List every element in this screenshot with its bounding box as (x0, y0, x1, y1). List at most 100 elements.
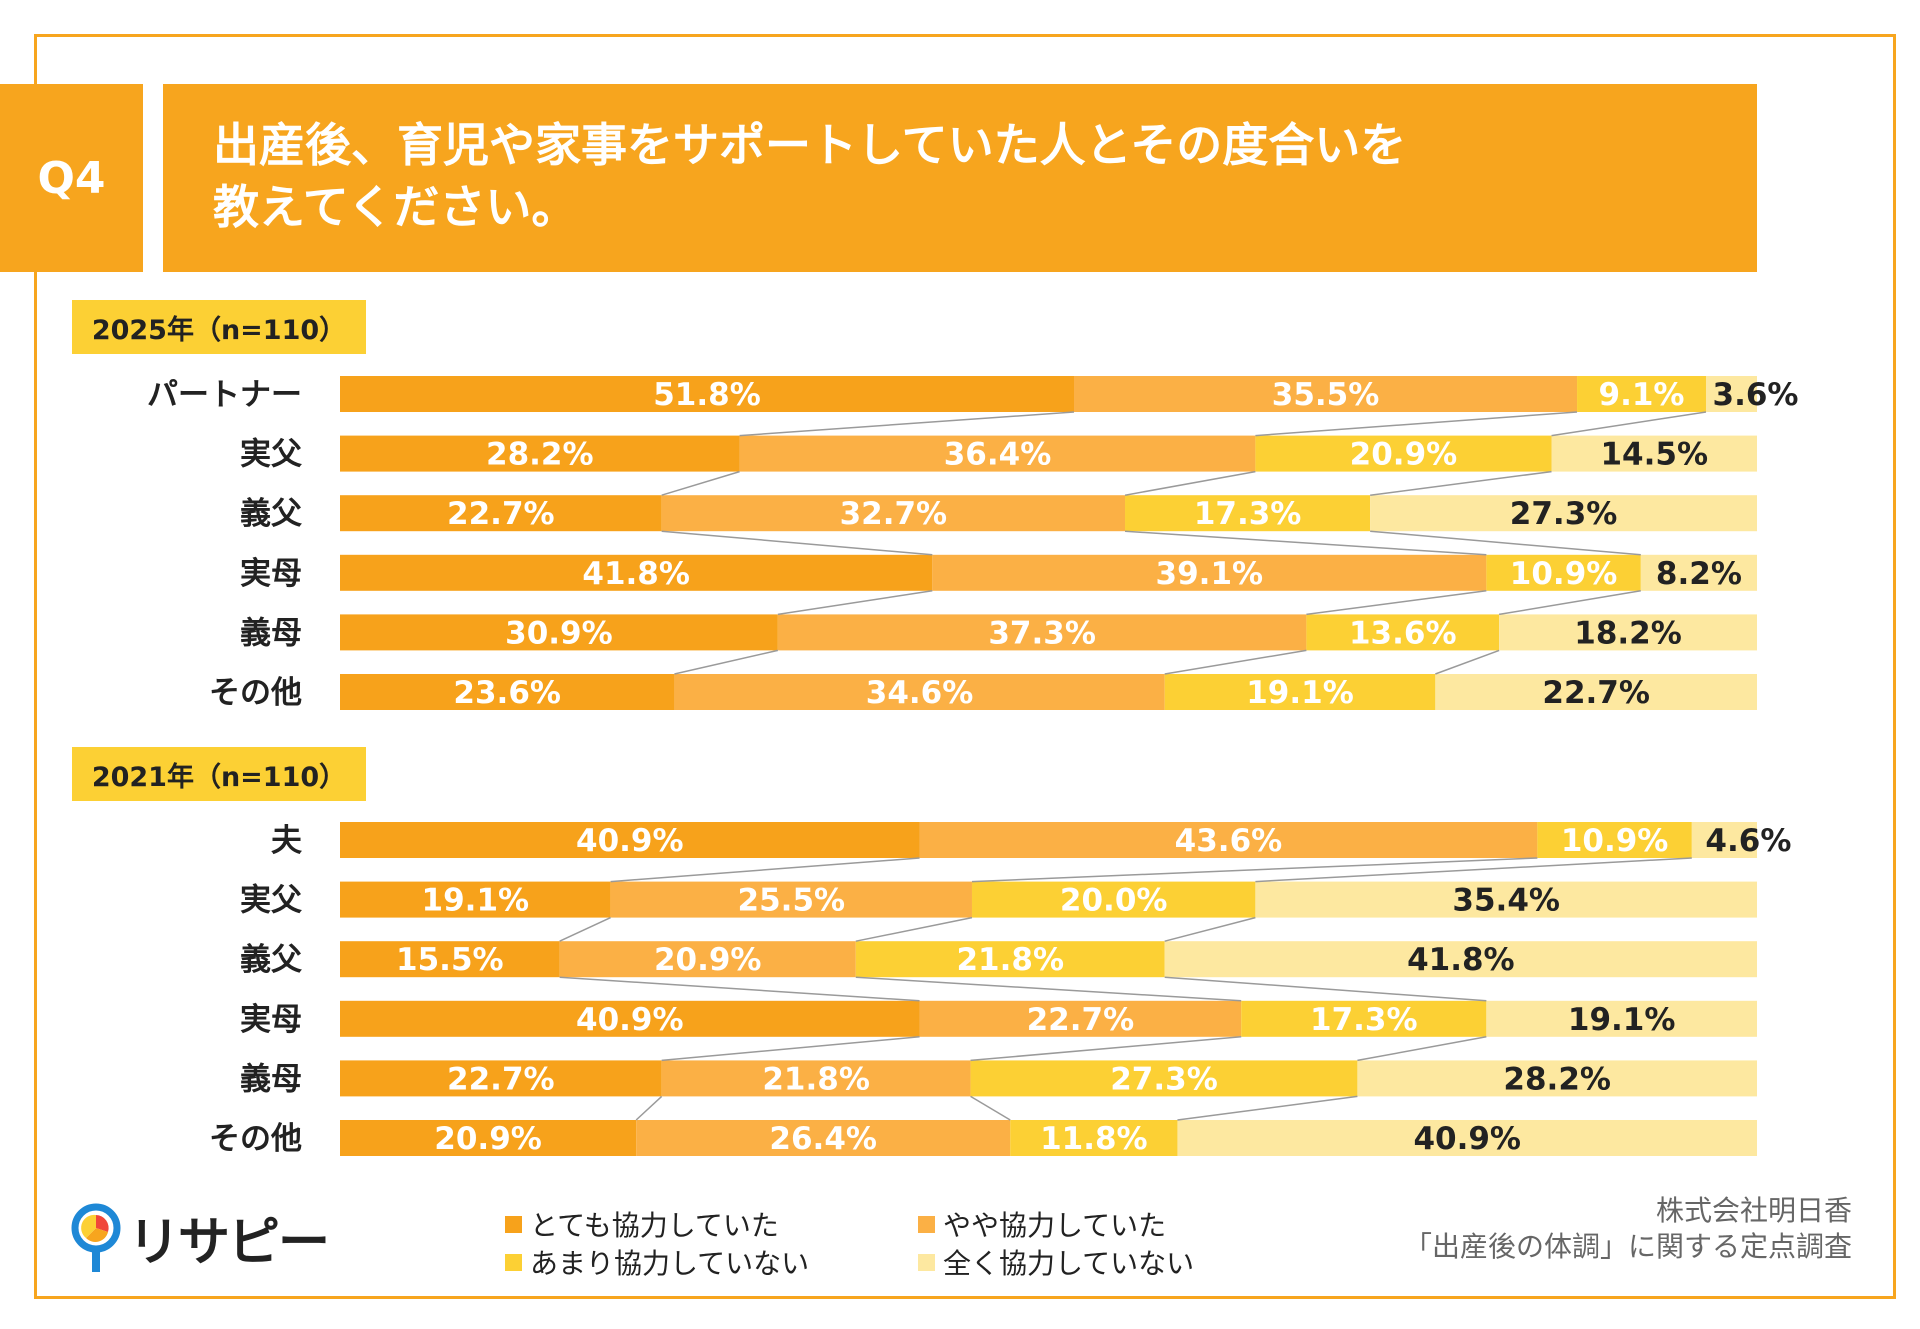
series-line-p2-r2-s2 (855, 916, 973, 942)
logo-text: リサピー (128, 1213, 330, 1273)
data-label-p1-r2-s3: 20.9% (1350, 437, 1458, 473)
series-line-p1-r2-s1 (661, 470, 740, 496)
data-label-p2-r2-s4: 35.4% (1452, 883, 1560, 919)
credit-line1: 株式会社明日香 (1655, 1194, 1852, 1227)
bar-segment-p2-r6-s4 (1177, 1120, 1757, 1156)
bar-segment-p1-r3-s2 (661, 495, 1126, 532)
data-label-p1-r4-s1: 41.8% (582, 556, 690, 592)
series-line-p2-r5-s1 (635, 1095, 663, 1121)
data-label-p1-r6-s4: 22.7% (1542, 675, 1650, 711)
data-label-p2-r3-s3: 21.8% (956, 942, 1064, 978)
bar-segment-p2-r5-s1 (340, 1060, 662, 1097)
bar-segment-p2-r3-s1 (340, 941, 560, 978)
data-label-p2-r4-s4: 19.1% (1568, 1002, 1676, 1038)
bar-segment-p2-r5-s4 (1357, 1060, 1757, 1097)
category-label-p2-r1: 夫 (271, 823, 303, 859)
data-label-p2-r3-s1: 15.5% (396, 942, 504, 978)
bar-segment-p2-r1-s2 (919, 822, 1538, 858)
data-label-p1-r4-s2: 39.1% (1156, 556, 1264, 592)
bar-segment-p1-r1-s2 (1074, 376, 1578, 412)
bar-segment-p1-r3-s1 (340, 495, 662, 532)
pin-logo-icon (71, 1203, 121, 1272)
legend-item-2: やや協力していた (918, 1204, 1166, 1244)
question-number: Q4 (0, 84, 143, 272)
series-line-p1-r1-s1 (739, 411, 1075, 437)
data-label-p2-r2-s2: 25.5% (738, 883, 846, 919)
series-line-p2-r3-s3 (1164, 976, 1487, 1002)
category-label-p1-r5: 義母 (240, 615, 302, 651)
data-label-p2-r5-s2: 21.8% (762, 1061, 870, 1097)
data-label-p1-r6-s1: 23.6% (453, 675, 561, 711)
bar-segment-p2-r3-s3 (855, 941, 1165, 978)
series-line-p1-r3-s3 (1370, 530, 1641, 556)
series-line-p1-r1-s2 (1255, 411, 1578, 437)
bar-segment-p1-r5-s3 (1306, 614, 1500, 651)
category-label-p2-r5: 義母 (240, 1061, 302, 1097)
data-label-p2-r6-s4: 40.9% (1413, 1121, 1521, 1157)
bar-segment-p1-r2-s1 (340, 435, 740, 472)
chart-frame (34, 34, 1896, 1299)
bar-segment-p1-r6-s2 (674, 674, 1165, 710)
series-line-p1-r2-s2 (1124, 470, 1256, 496)
series-line-p2-r2-s1 (559, 916, 611, 942)
question-title-line1: 出産後、育児や家事をサポートしていた人とその度合いを (213, 118, 1407, 172)
data-label-p2-r4-s2: 22.7% (1027, 1002, 1135, 1038)
bar-segment-p2-r2-s1 (340, 881, 611, 918)
bar-segment-p1-r6-s3 (1164, 674, 1436, 710)
bar-segment-p1-r5-s1 (340, 614, 778, 651)
data-label-p2-r2-s1: 19.1% (422, 883, 530, 919)
data-label-p2-r6-s2: 26.4% (769, 1121, 877, 1157)
legend-swatch-4 (918, 1253, 935, 1271)
bar-segment-p1-r3-s3 (1125, 495, 1371, 532)
data-label-p2-r6-s3: 11.8% (1040, 1121, 1148, 1157)
data-label-p1-r1-s3: 9.1% (1599, 377, 1685, 413)
data-label-p2-r1-s4: 4.6% (1705, 823, 1791, 859)
legend-label-1: とても協力していた (530, 1209, 779, 1242)
data-label-p1-r3-s1: 22.7% (447, 496, 555, 532)
series-line-p1-r5-s2 (1164, 649, 1307, 675)
category-label-p2-r4: 実母 (240, 1002, 302, 1038)
legend-swatch-2 (918, 1215, 935, 1233)
series-line-p2-r4-s1 (661, 1036, 920, 1062)
series-line-p1-r4-s2 (1306, 590, 1487, 616)
series-line-p1-r1-s3 (1551, 411, 1707, 437)
series-line-p1-r5-s1 (674, 649, 779, 675)
bar-segment-p1-r6-s1 (340, 674, 675, 710)
legend-item-3: あまり協力していない (505, 1242, 809, 1282)
data-label-p1-r5-s3: 13.6% (1349, 615, 1457, 651)
data-label-p1-r5-s4: 18.2% (1574, 615, 1682, 651)
data-label-p2-r3-s2: 20.9% (654, 942, 762, 978)
series-line-p2-r5-s3 (1177, 1095, 1358, 1121)
legend-item-1: とても協力していた (505, 1204, 779, 1244)
series-line-p2-r1-s3 (1255, 857, 1692, 883)
category-label-p1-r2: 実父 (240, 437, 302, 473)
source-credit: 株式会社明日香 「出産後の体調」に関する定点調査 (1404, 1193, 1852, 1265)
bar-segment-p2-r3-s2 (559, 941, 856, 978)
category-label-p2-r3: 義父 (240, 942, 302, 978)
data-label-p1-r5-s2: 37.3% (988, 615, 1096, 651)
bar-segment-p1-r5-s2 (777, 614, 1307, 651)
bar-segment-p2-r5-s3 (970, 1060, 1358, 1097)
series-line-p2-r1-s2 (971, 857, 1538, 883)
series-line-p2-r4-s2 (970, 1036, 1242, 1062)
bar-segment-p1-r2-s2 (739, 435, 1256, 472)
category-label-p1-r4: 実母 (240, 556, 302, 592)
question-title-line2: 教えてください。 (213, 180, 578, 234)
panel-label-2025: 2025年（n=110） (72, 300, 366, 354)
data-label-p2-r2-s3: 20.0% (1060, 883, 1168, 919)
bar-segment-p2-r1-s4 (1691, 822, 1757, 858)
bar-segment-p2-r5-s2 (661, 1060, 971, 1097)
bar-segment-p2-r4-s3 (1241, 1000, 1487, 1037)
series-line-p1-r3-s1 (661, 530, 933, 556)
series-line-p2-r3-s2 (855, 976, 1242, 1002)
data-label-p2-r4-s3: 17.3% (1310, 1002, 1418, 1038)
legend-label-3: あまり協力していない (530, 1247, 810, 1280)
series-line-p2-r5-s2 (970, 1095, 1011, 1121)
data-label-p1-r3-s3: 17.3% (1194, 496, 1302, 532)
data-label-p2-r5-s3: 27.3% (1110, 1061, 1218, 1097)
bar-segment-p1-r5-s4 (1499, 614, 1757, 651)
data-label-p1-r1-s2: 35.5% (1272, 377, 1380, 413)
data-label-p1-r2-s1: 28.2% (486, 437, 594, 473)
bar-segment-p1-r2-s3 (1255, 435, 1552, 472)
legend-swatch-3 (505, 1253, 522, 1271)
